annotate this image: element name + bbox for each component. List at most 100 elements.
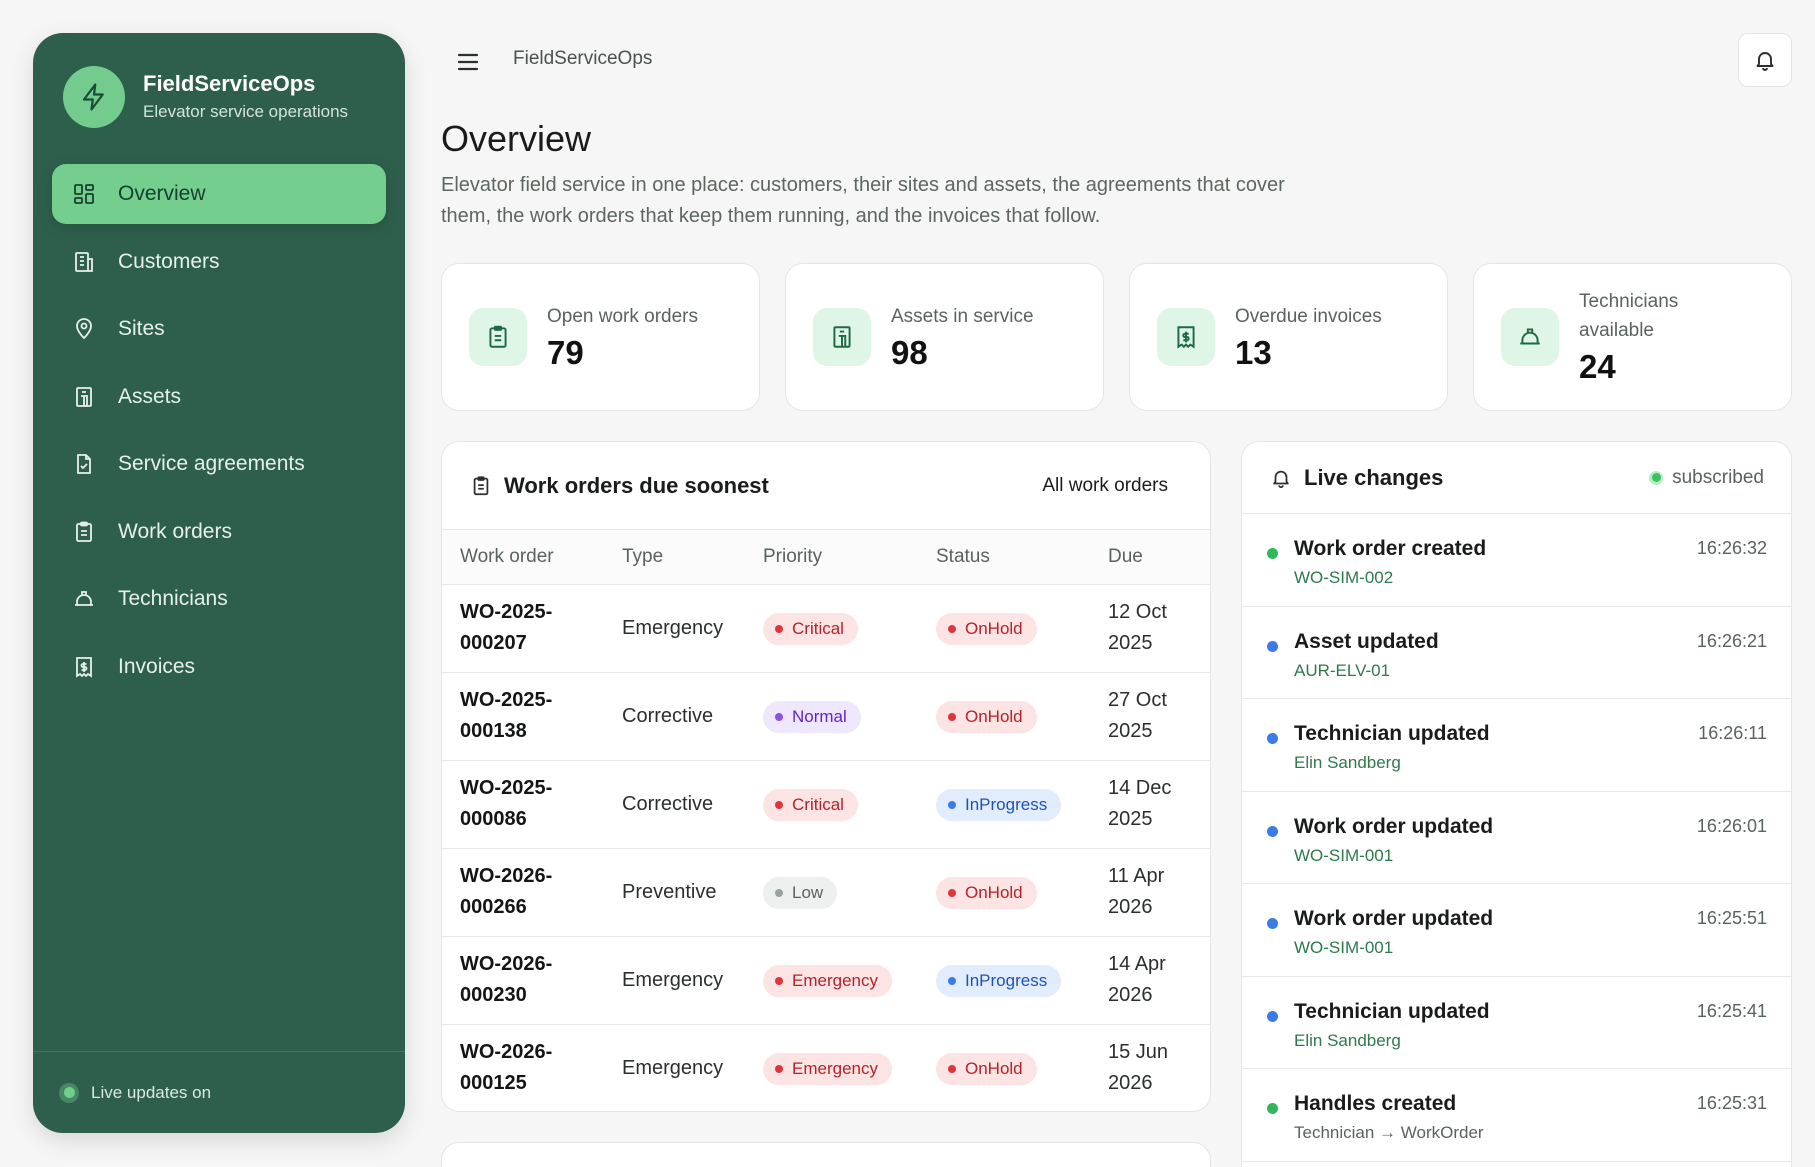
list-item[interactable]: Asset updated AUR-ELV-01 16:26:21 [1242,607,1791,699]
sidebar-item-label: Work orders [118,519,232,543]
event-time: 16:25:51 [1696,908,1767,928]
due-date: 27 Oct 2025 [1090,672,1210,761]
column-header[interactable]: Due [1090,530,1210,585]
event-title: Technician updated [1294,999,1490,1023]
sidebar-item-assets[interactable]: Assets [52,367,386,427]
due-date: 14 Dec 2025 [1090,760,1210,849]
table-header-row: Work order Type Priority Status Due [442,530,1210,585]
list-item[interactable]: Work order created WO-SIM-002 16:26:32 [1242,514,1791,607]
event-dot [1267,1010,1278,1022]
status-badge: InProgress [936,964,1062,997]
table-row[interactable]: WO-2025-000086 Corrective Critical InPro… [442,760,1210,849]
hamburger-icon [457,53,479,71]
live-status-dot [59,1082,79,1103]
map-pin-icon [70,315,98,343]
work-order-type: Emergency [604,584,745,673]
file-check-icon [70,450,98,478]
bell-icon [1273,470,1289,488]
work-order-id: WO-2025-000138 [442,672,604,761]
column-header[interactable]: Work order [442,530,604,585]
column-header[interactable]: Type [604,530,745,585]
priority-badge: Emergency [763,1052,892,1085]
sidebar-item-technicians[interactable]: Technicians [52,569,386,629]
event-title: Work order created [1294,537,1487,560]
stat-card-technicians-available[interactable]: Technicians available 24 [1473,263,1792,411]
event-time: 16:25:31 [1696,1093,1767,1113]
sidebar-item-overview[interactable]: Overview [52,164,386,224]
work-order-type: Emergency [622,1056,724,1079]
table-row[interactable]: WO-2026-000266 Preventive Low OnHold 11 … [442,848,1210,937]
event-detail: WO-SIM-001 [1294,845,1394,865]
event-time: 16:25:41 [1696,1000,1767,1021]
notifications-button[interactable] [1738,33,1792,87]
stat-card-open-work-orders[interactable]: Open work orders 79 [441,263,760,411]
stat-label: Technicians available [1579,291,1679,341]
app-name: FieldServiceOps [143,71,316,96]
sidebar: FieldServiceOps Elevator service operati… [33,33,405,1133]
table-row[interactable]: WO-2026-000230 Emergency Emergency InPro… [442,936,1210,1025]
priority-badge: Emergency [763,964,892,997]
dashboard-icon [70,180,98,208]
event-dot [1267,918,1278,929]
work-order-id: WO-2025-000086 [442,760,604,849]
work-orders-title: Work orders due soonest [504,472,769,498]
sidebar-item-label: Service agreements [118,452,305,475]
sidebar-item-label: Assets [118,384,182,408]
work-order-id: WO-2026-000230 [442,936,604,1025]
building-icon [70,248,98,276]
event-dot [1267,548,1278,559]
receipt-icon [70,653,98,681]
all-work-orders-link[interactable]: All work orders [1042,474,1168,496]
priority-badge: Low [763,876,838,909]
event-time: 16:26:11 [1698,723,1767,743]
work-order-id: WO-2026-000266 [442,848,604,937]
event-time: 16:26:01 [1696,815,1767,836]
sidebar-item-customers[interactable]: Customers [52,232,386,292]
event-time: 16:26:32 [1696,538,1767,558]
sidebar-footer: Live updates on [33,1051,405,1133]
stat-value: 79 [547,333,584,371]
event-title: Work order updated [1294,907,1494,930]
work-orders-card: Work orders due soonest All work orders … [441,441,1211,1112]
stat-value: 24 [1579,348,1616,385]
stat-card-overdue-invoices[interactable]: Overdue invoices 13 [1129,263,1448,411]
receipt-icon [1157,308,1215,366]
hard-hat-icon [1501,308,1559,366]
due-date: 11 Apr 2026 [1090,848,1210,937]
list-item[interactable]: Work order updated WO-SIM-001 16:26:01 [1242,792,1791,884]
list-item[interactable]: Technician updated Elin Sandberg 16:26:1… [1242,699,1791,792]
table-row[interactable]: WO-2025-000138 Corrective Normal OnHold … [442,672,1210,761]
event-title: Work order updated [1294,814,1494,838]
stat-label: Overdue invoices [1235,305,1382,327]
column-header[interactable]: Status [918,530,1090,585]
table-row[interactable]: WO-2025-000207 Emergency Critical OnHold… [442,584,1210,673]
sidebar-item-label: Customers [118,249,220,273]
sidebar-item-invoices[interactable]: Invoices [52,637,386,697]
bell-icon [1756,52,1774,71]
list-item[interactable]: Handles created Technician → WorkOrder 1… [1242,1069,1791,1162]
app-subtitle: Elevator service operations [143,102,349,121]
stat-card-assets-in-service[interactable]: Assets in service 98 [785,263,1104,411]
page-title: Overview [441,118,592,159]
event-detail: Elin Sandberg [1294,1030,1401,1050]
event-dot [1267,825,1278,837]
sidebar-item-work-orders[interactable]: Work orders [52,502,386,562]
elevator-icon [813,308,871,366]
event-title: Handles created [1294,1092,1457,1115]
table-row[interactable]: WO-2026-000125 Emergency Emergency OnHol… [442,1024,1210,1111]
event-detail: AUR-ELV-01 [1294,660,1391,680]
sidebar-item-label: Sites [118,317,165,340]
sidebar-item-sites[interactable]: Sites [52,299,386,359]
column-header[interactable]: Priority [745,530,918,585]
event-time: 16:26:21 [1696,630,1767,651]
status-badge: OnHold [936,876,1037,909]
clipboard-icon [469,308,527,366]
brand: FieldServiceOps Elevator service operati… [63,66,348,128]
stat-label: Assets in service [891,305,1034,327]
clipboard-icon [473,475,489,495]
sidebar-item-service-agreements[interactable]: Service agreements [52,434,386,494]
list-item[interactable]: Work order updated WO-SIM-001 16:25:51 [1242,884,1791,977]
event-dot [1267,640,1278,652]
list-item[interactable]: Technician updated Elin Sandberg 16:25:4… [1242,977,1791,1069]
menu-toggle-button[interactable] [450,44,486,80]
